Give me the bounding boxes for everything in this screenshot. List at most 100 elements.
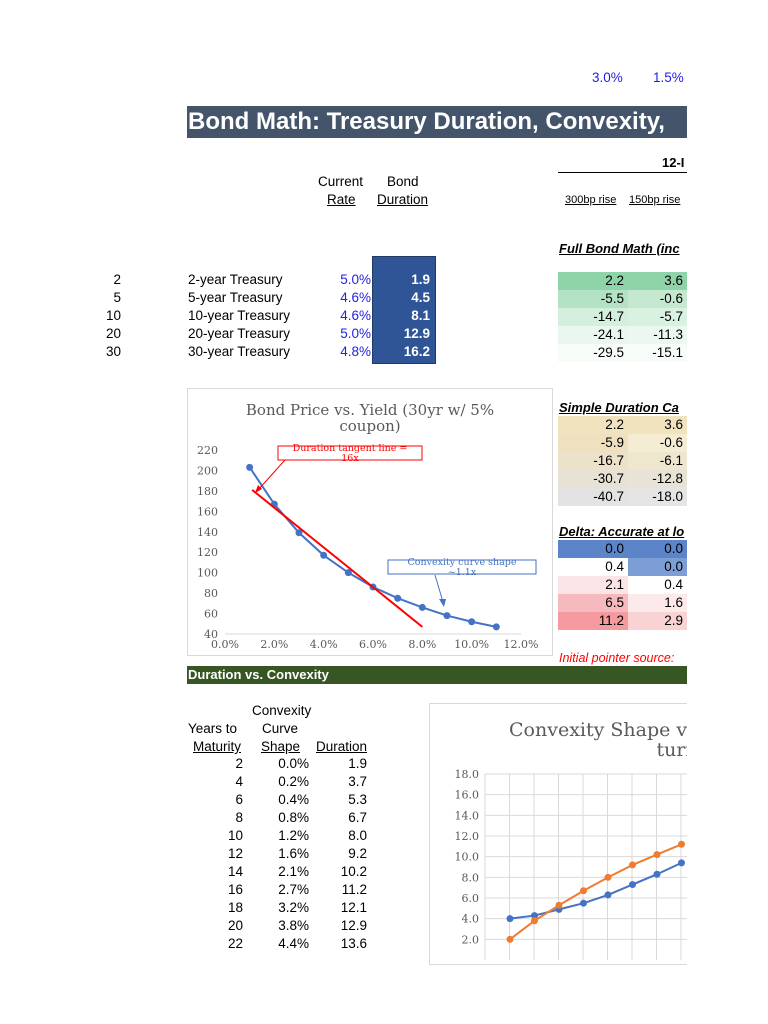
chart1-title-line1: Bond Price vs. Yield (30yr w/ 5%: [246, 401, 494, 419]
table2-shape: 0.4%: [278, 792, 309, 807]
chart2-title-line1: Convexity Shape vs.: [509, 719, 688, 741]
full-bond-math-150bp: -5.7: [628, 308, 687, 326]
treasury-name: 30-year Treasury: [188, 344, 291, 359]
treasury-years: 5: [113, 290, 121, 305]
chart2-orange-point: [678, 840, 685, 848]
treasury-name: 2-year Treasury: [188, 272, 283, 287]
table2-years: 12: [227, 846, 243, 861]
chart1-x-tick: 8.0%: [408, 638, 436, 651]
table2-duration: 11.2: [341, 882, 367, 897]
table2-years: 6: [235, 792, 243, 807]
tangent-annotation-arrowhead: [255, 485, 262, 493]
chart2-y-tick: 16.0: [455, 789, 480, 802]
table2-years: 8: [235, 810, 243, 825]
scenario-header-150bp: 150bp rise: [629, 194, 681, 206]
group-header-rule: [558, 172, 687, 173]
treasury-duration: 4.5: [411, 290, 430, 305]
simple-duration-300bp: -5.9: [558, 434, 628, 452]
treasury-duration: 12.9: [403, 326, 430, 341]
table2-shape: 2.1%: [278, 864, 309, 879]
chart1-price-point: [320, 551, 328, 559]
treasury-rate: 4.8%: [340, 344, 371, 359]
chart2-blue-point: [506, 915, 514, 923]
table2-duration: 5.3: [348, 792, 367, 807]
convexity-shape-chart-svg: Convexity Shape vs. turi 2.0 4.0 6.0 8.0 10.…: [455, 719, 703, 960]
simple-duration-300bp: 2.2: [558, 416, 628, 434]
treasury-rate: 4.6%: [340, 290, 371, 305]
chart2-blue-point: [604, 891, 612, 899]
duration-vs-convexity-header: Duration vs. Convexity: [187, 666, 688, 684]
chart1-price-line: [248, 466, 497, 628]
chart1-price-point: [394, 594, 402, 602]
convexity-shape-chart: Convexity Shape vs. turi 2.0 4.0 6.0 8.0 10.…: [429, 703, 710, 965]
chart1-y-tick: 100: [197, 567, 218, 580]
top-value-2: 1.5%: [653, 70, 684, 85]
chart2-y-tick: 6.0: [462, 892, 480, 905]
delta-300bp: 11.2: [558, 612, 628, 630]
chart1-y-tick: 80: [204, 587, 218, 600]
col-group-header: 12-I: [662, 155, 685, 170]
simple-duration-150bp: -0.6: [628, 434, 687, 452]
convexity-annotation-pointer: [434, 574, 444, 603]
delta-300bp: 0.4: [558, 558, 628, 576]
chart2-y-tick: 4.0: [462, 913, 480, 926]
chart1-y-tick: 120: [197, 546, 218, 559]
chart1-title-line2: coupon): [339, 417, 400, 435]
treasury-years: 20: [105, 326, 121, 341]
chart2-title-line2: turi: [656, 739, 688, 761]
simple-duration-150bp: -18.0: [628, 488, 687, 506]
chart1-price-point: [246, 463, 254, 471]
table2-duration: 8.0: [348, 828, 367, 843]
chart2-orange-point: [580, 887, 587, 895]
treasury-rate: 5.0%: [340, 272, 371, 287]
initial-pointer-source: Initial pointer source:: [559, 651, 675, 665]
chart2-blue-line: [509, 861, 682, 920]
table2-duration: 12.1: [340, 900, 367, 915]
delta-150bp: 0.0: [628, 540, 687, 558]
chart1-price-point: [418, 603, 426, 611]
treasury-name: 5-year Treasury: [188, 290, 283, 305]
years-header-2: Maturity: [193, 739, 242, 754]
full-bond-math-300bp: 2.2: [558, 272, 628, 290]
treasury-rate: 4.6%: [340, 308, 371, 323]
current-rate-header-1: Current: [318, 174, 364, 189]
chart1-y-tick: 160: [197, 505, 218, 518]
simple-duration-300bp: -40.7: [558, 488, 628, 506]
chart1-tangent-line: [251, 489, 423, 628]
chart1-price-point: [344, 569, 352, 577]
full-bond-math-150bp: -11.3: [628, 326, 687, 344]
treasury-name: 20-year Treasury: [188, 326, 291, 341]
top-value-1: 3.0%: [592, 70, 623, 85]
chart1-price-point: [295, 529, 303, 537]
chart1-x-tick: 10.0%: [454, 638, 489, 651]
chart1-y-tick: 40: [204, 628, 218, 641]
chart2-orange-line: [509, 843, 682, 941]
table2-shape: 3.2%: [278, 900, 309, 915]
chart1-y-tick: 220: [197, 444, 218, 457]
chart2-y-tick: 8.0: [462, 871, 480, 884]
treasury-duration: 8.1: [411, 308, 430, 323]
convexity-header-3: Shape: [261, 739, 301, 754]
table2-years: 2: [235, 756, 243, 771]
bond-duration-header-1: Bond: [387, 174, 419, 189]
table2-years: 22: [227, 936, 243, 951]
chart2-blue-point: [531, 912, 538, 920]
chart1-y-tick: 180: [197, 485, 218, 498]
years-header-1: Years to: [188, 721, 238, 736]
table2-duration: 13.6: [340, 936, 367, 951]
simple-duration-150bp: 3.6: [628, 416, 687, 434]
table2-years: 4: [235, 774, 243, 789]
chart2-orange-point: [604, 873, 612, 881]
full-bond-math-150bp: 3.6: [628, 272, 687, 290]
convexity-annotation-box: [387, 559, 537, 575]
table2-shape: 1.6%: [278, 846, 309, 861]
chart2-blue-point: [653, 870, 661, 878]
chart2-y-tick: 18.0: [455, 768, 480, 781]
convexity-annotation-line2: ~1.1x: [448, 567, 477, 578]
delta-300bp: 0.0: [558, 540, 628, 558]
table2-duration: 3.7: [348, 774, 367, 789]
page-title: Bond Math: Treasury Duration, Convexity,: [187, 106, 688, 138]
simple-duration-label: Simple Duration Ca: [559, 400, 679, 415]
tangent-annotation-line2: 16x: [341, 453, 359, 464]
convexity-header-1: Convexity: [252, 703, 312, 718]
